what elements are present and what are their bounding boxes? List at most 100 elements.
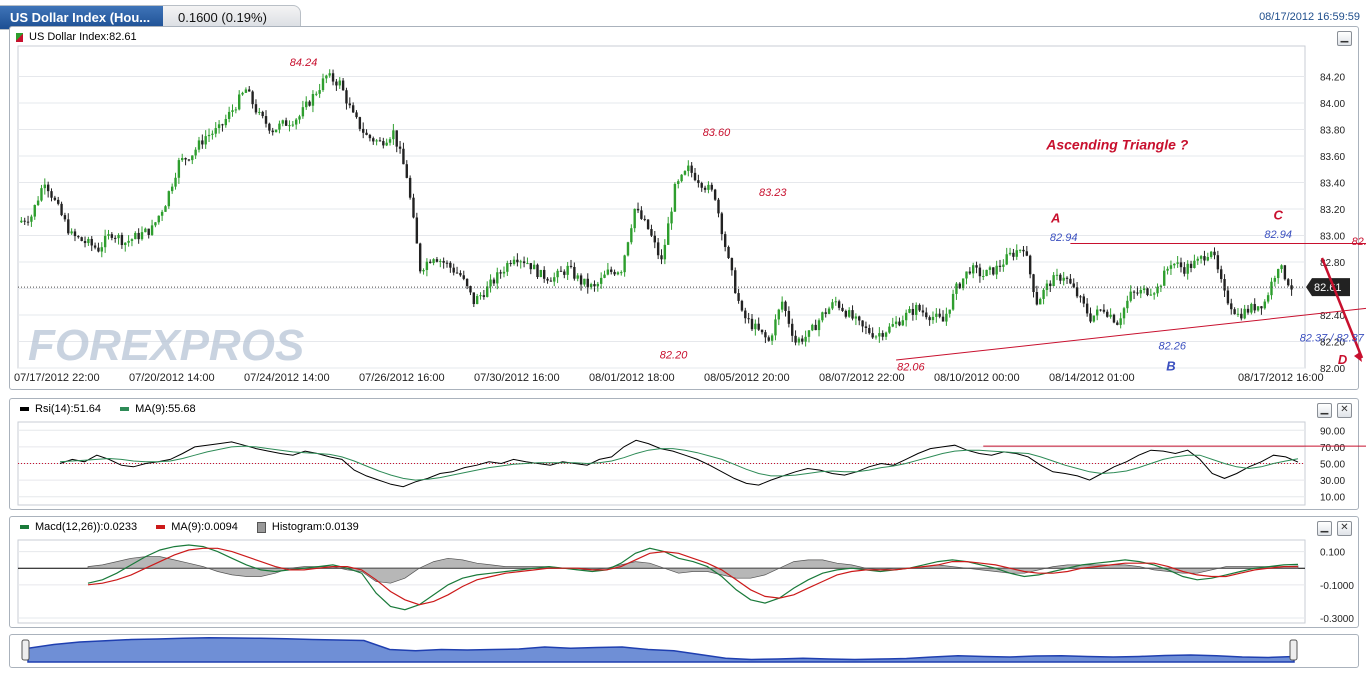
candle-body [254, 104, 258, 113]
instrument-tab[interactable]: US Dollar Index (Hou... 0.1600 (0.19%) [0, 5, 301, 30]
candle-body [777, 309, 781, 320]
candle-icon [16, 32, 23, 42]
candle-body [794, 335, 797, 343]
candle-body [700, 183, 703, 188]
candle-body [258, 111, 261, 113]
candle-body [144, 228, 147, 233]
candle-body [636, 208, 640, 211]
candle-body [1256, 306, 1260, 311]
y-tick-label: 83.60 [1320, 152, 1345, 163]
macd-close-button[interactable]: ✕ [1337, 521, 1352, 536]
rsi-tick-label: 70.00 [1320, 443, 1345, 454]
candle-body [767, 337, 770, 341]
x-tick-label: 07/20/2012 14:00 [129, 372, 215, 384]
candle-body [894, 321, 898, 325]
candle-body [459, 273, 462, 276]
candle-body [982, 276, 985, 278]
candle-body [335, 81, 338, 86]
candle-body [734, 270, 737, 294]
y-tick-label: 83.80 [1320, 126, 1345, 137]
candle-body [764, 332, 767, 338]
candle-body [623, 255, 626, 273]
candle-body [1136, 292, 1139, 294]
candle-body [620, 272, 623, 274]
candle-body [613, 271, 616, 275]
x-tick-label: 07/17/2012 22:00 [14, 372, 100, 384]
candle-body [318, 90, 321, 94]
candle-body [891, 324, 894, 327]
candle-body [207, 134, 211, 137]
wave-annotation: 82.20 [660, 350, 688, 362]
candle-body [1106, 311, 1109, 317]
candle-body [1092, 315, 1096, 322]
candle-body [1055, 274, 1059, 276]
candle-body [191, 155, 194, 161]
candle-body [117, 234, 120, 239]
candle-body [241, 92, 244, 95]
candle-body [858, 316, 861, 321]
x-tick-label: 07/26/2012 16:00 [359, 372, 445, 384]
candle-body [1270, 281, 1273, 296]
navigator-area [27, 637, 1295, 663]
histogram-legend-text: Histogram:0.0139 [271, 521, 359, 533]
candle-body [921, 310, 925, 313]
candle-body [97, 247, 100, 252]
candle-body [1059, 274, 1062, 281]
candle-body [204, 136, 207, 145]
candle-body [861, 320, 864, 327]
candle-body [811, 324, 814, 331]
candle-body [472, 292, 476, 305]
y-tick-label: 82.20 [1320, 338, 1345, 349]
candle-body [1230, 303, 1233, 310]
candle-body [750, 318, 754, 330]
candle-body [271, 130, 274, 133]
candle-body [53, 197, 57, 200]
candle-body [170, 186, 174, 192]
wave-annotation: 82.94 [1264, 229, 1292, 241]
rsi-ma-legend-text: MA(9):55.68 [135, 403, 196, 415]
candle-body [157, 215, 160, 223]
candle-body [633, 208, 636, 229]
candle-body [1008, 252, 1012, 255]
candle-body [120, 234, 124, 246]
candle-body [1266, 295, 1270, 302]
candle-body [1176, 262, 1179, 264]
candle-body [439, 260, 442, 262]
candle-body [499, 272, 502, 274]
candle-body [770, 335, 774, 341]
rsi-legend-text: Rsi(14):51.64 [35, 403, 102, 415]
candle-body [184, 158, 187, 160]
candle-body [559, 270, 563, 272]
candle-body [1129, 291, 1132, 301]
candle-body [1240, 313, 1243, 319]
candle-body [760, 329, 764, 333]
candle-body [1032, 274, 1035, 293]
candle-body [1012, 252, 1015, 257]
candle-body [630, 228, 633, 243]
candle-body [1220, 269, 1223, 280]
candle-body [918, 304, 921, 311]
candle-body [911, 308, 915, 315]
candle-body [164, 206, 167, 212]
rsi-close-button[interactable]: ✕ [1337, 403, 1352, 418]
candle-body [596, 283, 600, 287]
rsi-minimize-button[interactable]: ▁ [1317, 403, 1332, 418]
candle-body [351, 105, 355, 113]
candle-body [757, 323, 760, 330]
candle-body [127, 240, 130, 243]
candle-body [294, 119, 298, 125]
candle-body [747, 318, 750, 320]
candle-body [556, 270, 559, 278]
minimize-button[interactable]: ▁ [1337, 31, 1352, 46]
macd-minimize-button[interactable]: ▁ [1317, 521, 1332, 536]
candle-body [586, 278, 589, 288]
candle-body [1253, 303, 1256, 311]
candle-body [331, 73, 335, 82]
candle-body [405, 164, 408, 178]
candle-body [998, 265, 1002, 267]
candle-body [992, 267, 995, 275]
candle-body [740, 300, 744, 311]
candle-body [904, 312, 908, 321]
candle-body [231, 110, 234, 112]
candle-body [1035, 292, 1039, 305]
